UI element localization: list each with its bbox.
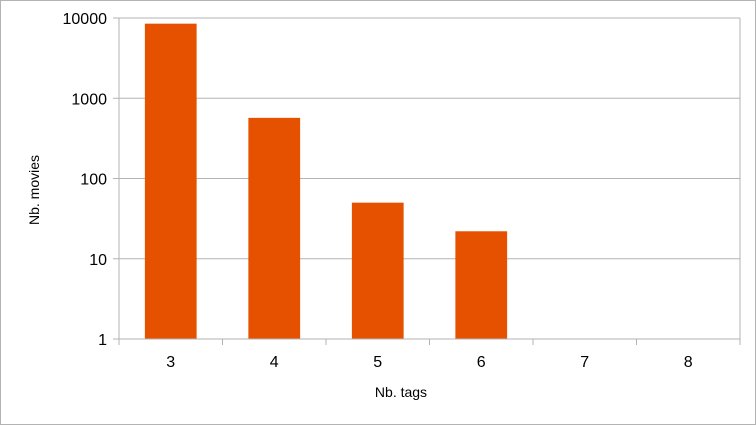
x-tick-label: 5	[373, 354, 382, 371]
axes	[118, 18, 741, 345]
y-tick-label: 100	[80, 172, 107, 189]
y-tick-label: 10000	[63, 11, 108, 28]
y-tick-label: 1	[98, 332, 107, 349]
y-tick-label: 1000	[71, 91, 107, 108]
tick-labels: 1 10 100 1000 10000 3 4 5 6 7 8	[63, 11, 693, 371]
x-tick-label: 7	[580, 354, 589, 371]
bars	[144, 23, 508, 340]
x-tick-label: 6	[477, 354, 486, 371]
x-axis-title: Nb. tags	[375, 384, 427, 400]
bar-4	[248, 117, 301, 340]
y-axis-title: Nb. movies	[26, 155, 42, 225]
x-tick-label: 4	[270, 354, 279, 371]
bar-6	[455, 231, 508, 339]
bar-5	[351, 202, 404, 339]
x-tick-label: 8	[684, 354, 693, 371]
y-tick-label: 10	[89, 252, 107, 269]
gridlines	[113, 17, 740, 340]
x-tick-label: 3	[166, 354, 175, 371]
bar-3	[144, 23, 197, 340]
